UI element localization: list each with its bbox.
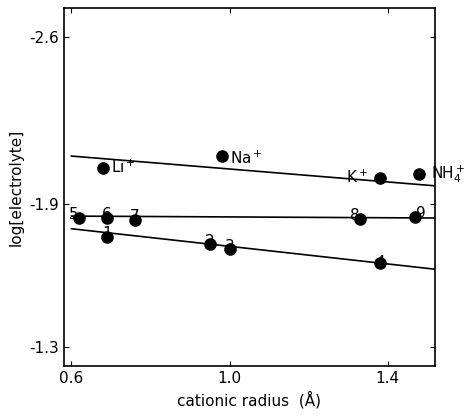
Point [356,216,364,223]
Point [411,214,419,220]
Point [206,241,214,248]
Text: 9: 9 [416,206,426,221]
Text: 8: 8 [350,208,359,223]
Point [103,215,111,221]
Text: 1: 1 [102,226,112,241]
Text: Li$^+$: Li$^+$ [111,158,136,176]
Text: 7: 7 [130,209,139,224]
Text: 4: 4 [375,255,384,270]
Point [226,246,233,252]
Point [416,171,423,177]
Point [75,215,83,221]
Point [99,165,107,171]
Point [376,260,383,266]
Text: K$^+$: K$^+$ [346,169,368,186]
Y-axis label: log[electrolyte]: log[electrolyte] [9,128,23,246]
Text: 3: 3 [225,239,235,254]
X-axis label: cationic radius  (Å): cationic radius (Å) [177,391,321,409]
Text: 6: 6 [102,207,112,222]
Point [131,217,138,224]
Text: 5: 5 [69,207,79,222]
Point [218,153,226,159]
Point [376,174,383,181]
Text: 2: 2 [205,234,215,249]
Text: NH$_4^+$: NH$_4^+$ [431,163,465,185]
Point [103,234,111,241]
Text: Na$^+$: Na$^+$ [229,149,262,167]
